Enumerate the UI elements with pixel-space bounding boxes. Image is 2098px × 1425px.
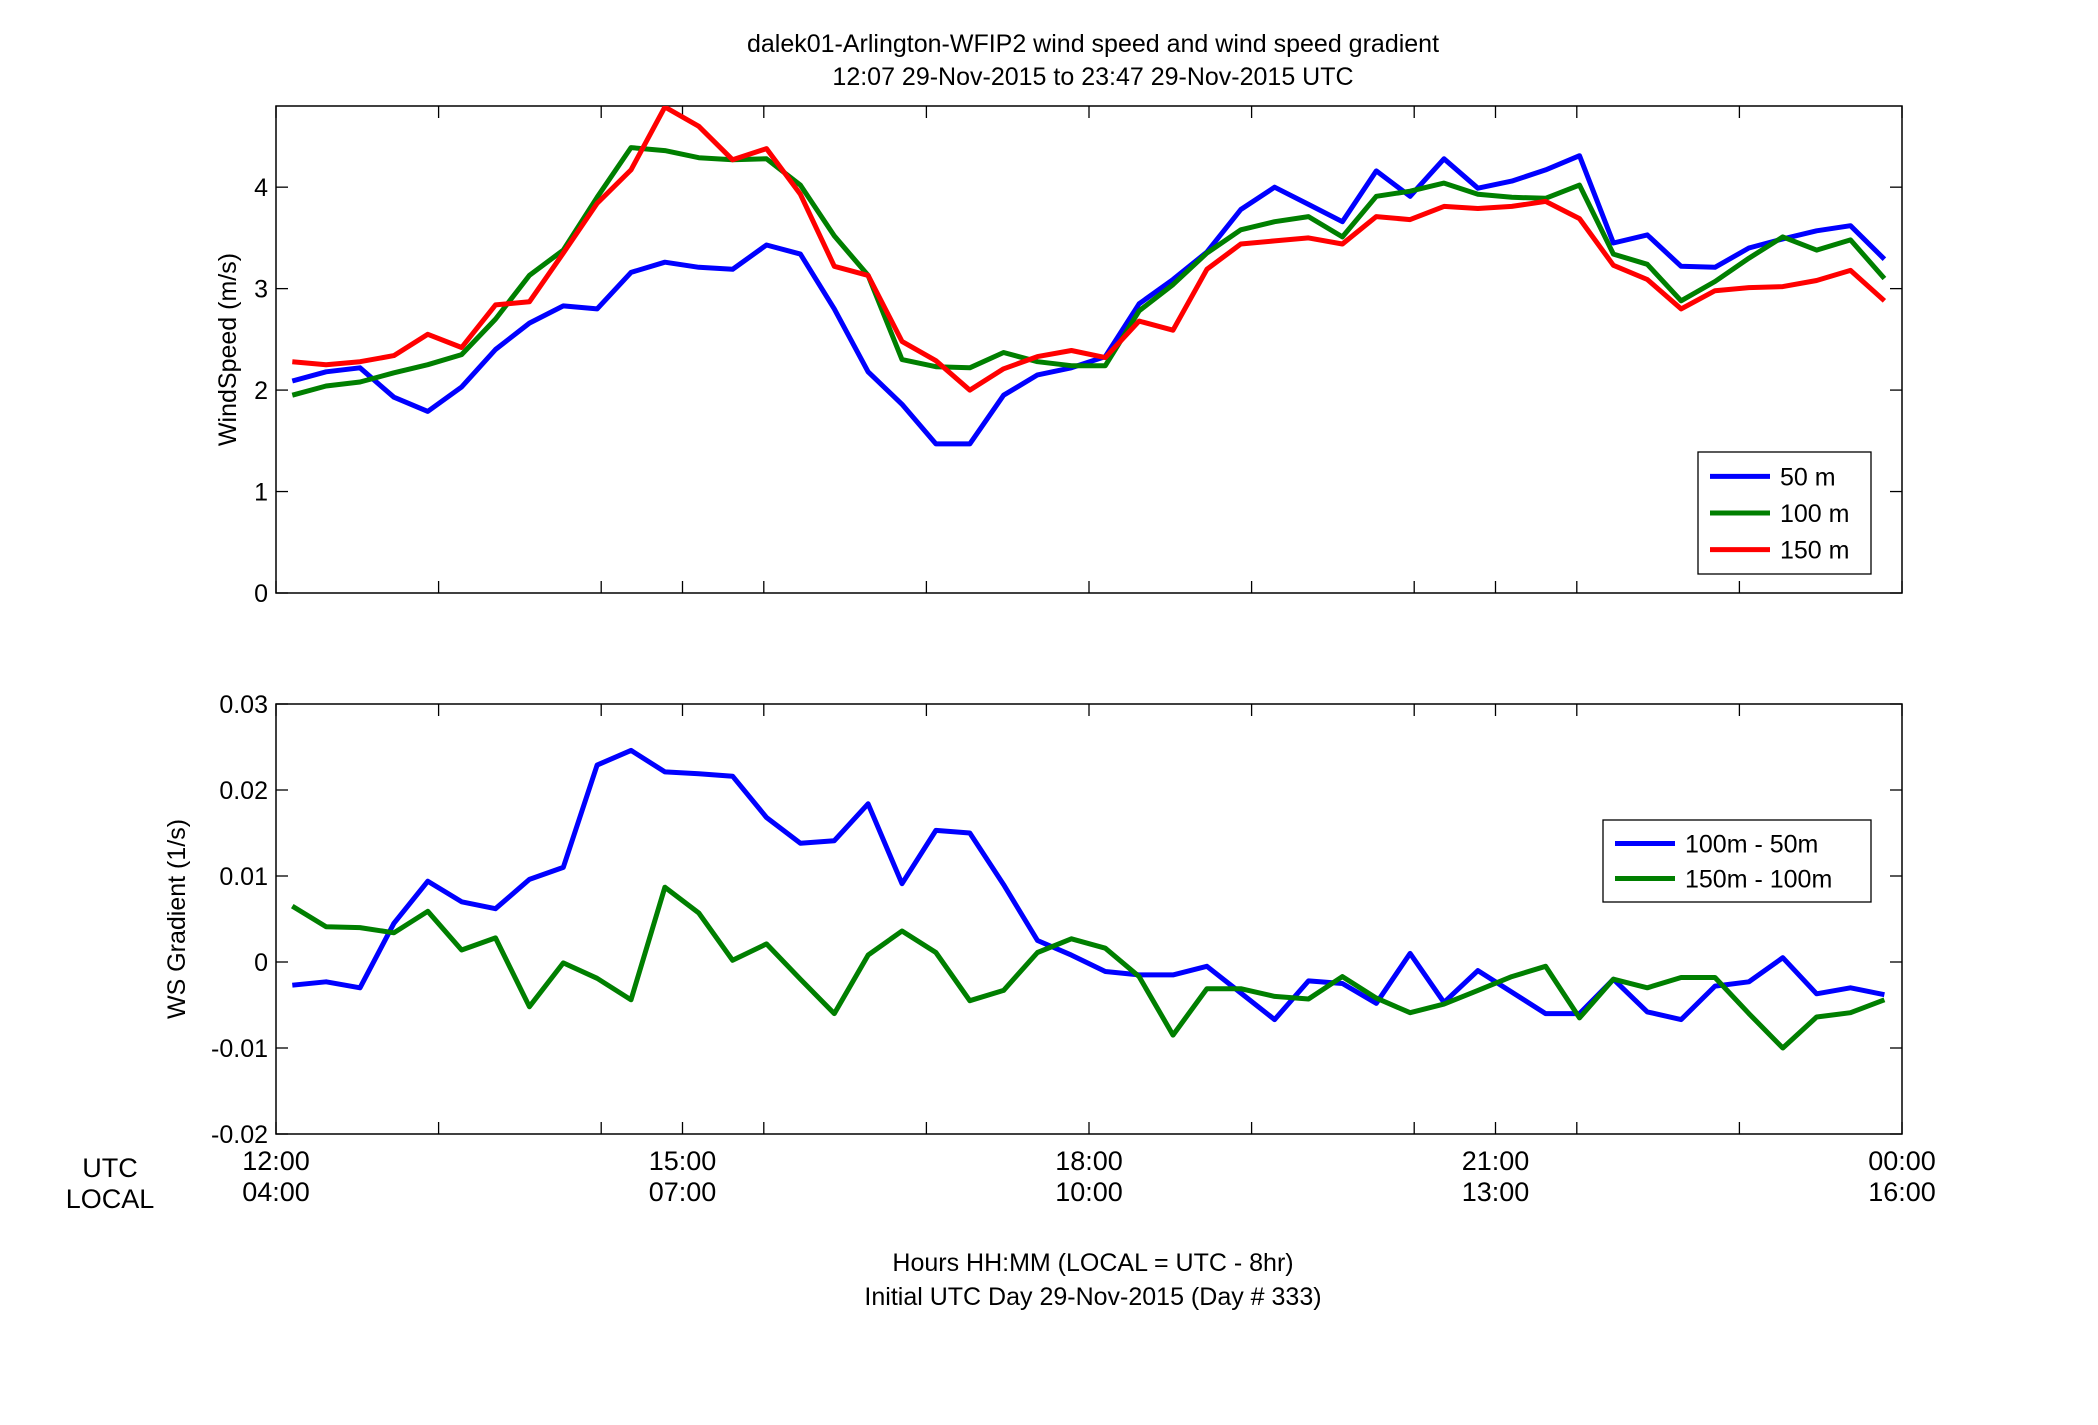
legend: 100m - 50m 150m - 100m [1602, 819, 1872, 903]
legend-label: 100 m [1780, 500, 1849, 528]
local-row-label: LOCAL [66, 1184, 155, 1214]
y-axis-title: WindSpeed (m/s) [214, 253, 242, 446]
y-tick-label: 0 [254, 949, 268, 977]
x-tick-label-local: 07:00 [649, 1177, 717, 1207]
legend-box [1602, 819, 1872, 903]
axes-box [275, 105, 1903, 594]
chart-title-line1: dalek01-Arlington-WFIP2 wind speed and w… [747, 30, 1439, 58]
y-tick-label: 1 [254, 479, 268, 507]
legend-label: 150 m [1780, 537, 1849, 565]
utc-row-label: UTC [82, 1153, 138, 1183]
legend-label: 100m - 50m [1685, 831, 1818, 859]
x-tick-label-local: 16:00 [1868, 1177, 1936, 1207]
x-tick-label-utc: 21:00 [1462, 1146, 1530, 1176]
legend-label: 50 m [1780, 463, 1836, 491]
y-tick-label: 2 [254, 377, 268, 405]
x-tick-label-local: 13:00 [1462, 1177, 1530, 1207]
legend-label: 150m - 100m [1685, 866, 1832, 894]
x-tick-label-local: 04:00 [242, 1177, 310, 1207]
legend: 50 m 100 m 150 m [1697, 451, 1872, 575]
series-line-100-m [291, 145, 1887, 398]
y-tick-label: 0.01 [219, 863, 268, 891]
y-tick-label: -0.02 [211, 1121, 268, 1149]
y-axis-title: WS Gradient (1/s) [163, 819, 191, 1019]
series-line-150-m [292, 106, 1887, 393]
y-tick-label: 0.02 [219, 777, 268, 805]
wind-speed-panel: 0 1 2 3 4 WindSpeed (m/s) 50 m 100 m 150 m [214, 105, 1903, 608]
y-tick-label: 0.03 [219, 691, 268, 719]
x-axis-label-line1: Hours HH:MM (LOCAL = UTC - 8hr) [892, 1249, 1293, 1277]
x-tick-label-utc: 18:00 [1055, 1146, 1123, 1176]
series-line-100m-50m [292, 747, 1885, 1023]
axes-box [275, 703, 1903, 1135]
x-tick-label-utc: 12:00 [242, 1146, 310, 1176]
series-line-150m-100m [290, 884, 1886, 1051]
x-tick-label-utc: 15:00 [649, 1146, 717, 1176]
x-axis-label-line2: Initial UTC Day 29-Nov-2015 (Day # 333) [864, 1283, 1321, 1311]
y-tick-label: -0.01 [211, 1035, 268, 1063]
chart-title-line2: 12:07 29-Nov-2015 to 23:47 29-Nov-2015 U… [832, 63, 1353, 91]
x-tick-label-utc: 00:00 [1868, 1146, 1936, 1176]
y-tick-label: 3 [254, 276, 268, 304]
x-tick-label-local: 10:00 [1055, 1177, 1123, 1207]
y-tick-label: 4 [254, 174, 268, 202]
series-line-50-m [291, 153, 1887, 447]
y-tick-label: 0 [254, 580, 268, 608]
